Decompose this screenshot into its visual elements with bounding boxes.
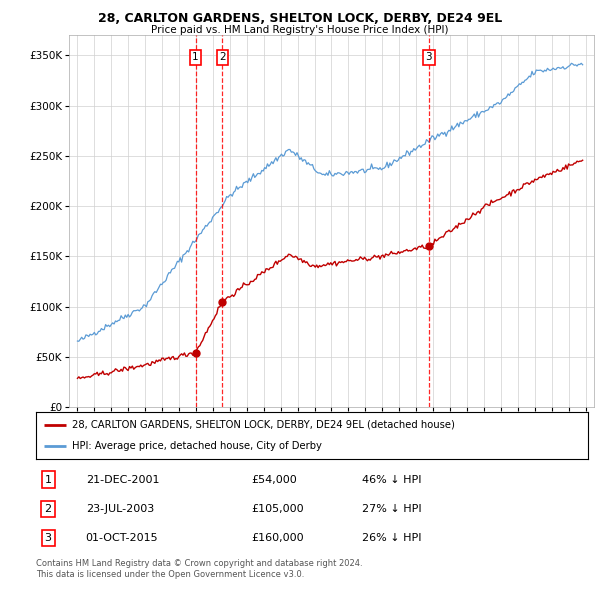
Text: £105,000: £105,000: [251, 504, 304, 514]
Text: 2: 2: [44, 504, 52, 514]
Text: 46% ↓ HPI: 46% ↓ HPI: [362, 474, 421, 484]
Text: £160,000: £160,000: [251, 533, 304, 543]
Text: 3: 3: [425, 52, 432, 62]
Text: HPI: Average price, detached house, City of Derby: HPI: Average price, detached house, City…: [72, 441, 322, 451]
Text: 1: 1: [44, 474, 52, 484]
Text: 26% ↓ HPI: 26% ↓ HPI: [362, 533, 421, 543]
Text: This data is licensed under the Open Government Licence v3.0.: This data is licensed under the Open Gov…: [36, 570, 304, 579]
Text: £54,000: £54,000: [251, 474, 297, 484]
Text: 1: 1: [192, 52, 199, 62]
Text: 27% ↓ HPI: 27% ↓ HPI: [362, 504, 421, 514]
Text: 2: 2: [219, 52, 226, 62]
Text: 3: 3: [44, 533, 52, 543]
Text: Contains HM Land Registry data © Crown copyright and database right 2024.: Contains HM Land Registry data © Crown c…: [36, 559, 362, 568]
Text: 01-OCT-2015: 01-OCT-2015: [86, 533, 158, 543]
Text: 23-JUL-2003: 23-JUL-2003: [86, 504, 154, 514]
Text: 21-DEC-2001: 21-DEC-2001: [86, 474, 159, 484]
Text: Price paid vs. HM Land Registry's House Price Index (HPI): Price paid vs. HM Land Registry's House …: [151, 25, 449, 35]
Text: 28, CARLTON GARDENS, SHELTON LOCK, DERBY, DE24 9EL: 28, CARLTON GARDENS, SHELTON LOCK, DERBY…: [98, 12, 502, 25]
Text: 28, CARLTON GARDENS, SHELTON LOCK, DERBY, DE24 9EL (detached house): 28, CARLTON GARDENS, SHELTON LOCK, DERBY…: [72, 419, 455, 430]
